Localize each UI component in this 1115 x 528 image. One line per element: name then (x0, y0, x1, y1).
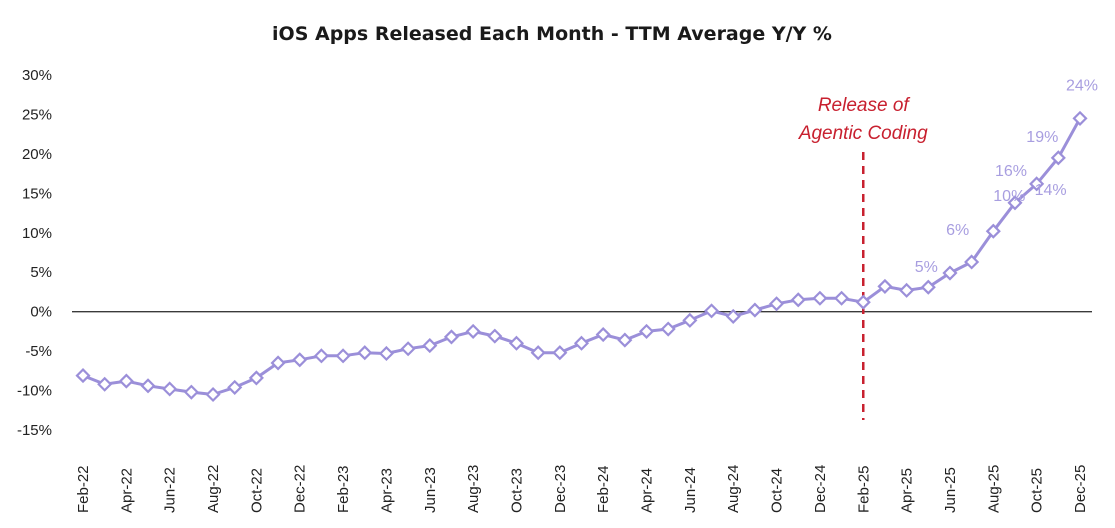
data-point-marker (1050, 150, 1066, 166)
data-point-marker (443, 329, 460, 345)
x-tick-label: Feb-24 (595, 465, 612, 513)
y-tick-label: -10% (17, 383, 52, 400)
x-tick-label: Oct-23 (508, 468, 525, 513)
data-point-marker (942, 265, 958, 281)
x-tick-label: Feb-23 (335, 465, 352, 513)
y-tick-label: 30% (22, 67, 52, 84)
data-point-marker (812, 290, 828, 306)
data-point-marker (270, 355, 286, 371)
data-point-marker (703, 303, 720, 319)
data-point-marker (964, 254, 980, 270)
data-point-marker (899, 282, 915, 298)
y-tick-label: 0% (30, 304, 52, 321)
data-point-marker (855, 294, 871, 310)
data-point-marker (400, 341, 416, 357)
data-point-marker (595, 326, 611, 343)
data-point-marker (985, 223, 1001, 239)
x-tick-label: Feb-22 (75, 465, 92, 513)
data-point-marker (573, 335, 590, 351)
data-point-marker (617, 332, 633, 348)
x-tick-label: Aug-25 (985, 465, 1002, 513)
data-point-marker (248, 370, 264, 386)
data-point-marker (422, 338, 438, 354)
x-tick-label: Jun-22 (162, 467, 179, 513)
y-axis: 30% 25% 20% 15% 10% 5% 0% -5% -10% -15% (17, 67, 52, 439)
y-tick-label: 25% (22, 106, 52, 123)
chart-title: iOS Apps Released Each Month - TTM Avera… (272, 23, 832, 45)
data-point-marker (747, 302, 763, 318)
data-point-marker (790, 292, 806, 308)
x-tick-label: Apr-23 (378, 468, 395, 513)
data-point-marker (660, 321, 676, 337)
series-markers (75, 110, 1088, 403)
data-label: 10% (993, 188, 1025, 205)
data-point-marker (552, 345, 568, 361)
x-tick-label: Dec-22 (292, 465, 309, 513)
x-tick-label: Apr-25 (899, 468, 916, 513)
data-label: 5% (915, 259, 938, 276)
data-point-marker (769, 296, 785, 312)
data-point-marker (97, 376, 113, 392)
data-point-marker (877, 278, 893, 294)
data-label: 24% (1066, 77, 1098, 94)
y-tick-label: -15% (17, 422, 52, 439)
y-tick-label: 15% (22, 185, 52, 202)
x-tick-label: Oct-25 (1029, 468, 1046, 513)
x-tick-label: Oct-22 (248, 468, 265, 513)
data-point-marker (1007, 195, 1023, 211)
data-point-marker (205, 386, 221, 403)
data-point-marker (638, 323, 655, 339)
data-point-marker (313, 348, 329, 364)
x-tick-label: Apr-24 (639, 468, 656, 513)
data-point-marker (118, 373, 134, 389)
data-labels: 5% 6% 10% 16% 14% 19% 24% (915, 77, 1098, 276)
data-label: 14% (1035, 182, 1067, 199)
x-tick-label: Oct-24 (769, 468, 786, 513)
x-tick-label: Apr-22 (118, 468, 135, 513)
x-tick-label: Aug-22 (205, 465, 222, 513)
data-point-marker (162, 381, 178, 397)
data-point-marker (465, 323, 481, 339)
data-point-marker (487, 328, 503, 344)
x-tick-label: Feb-25 (855, 465, 872, 513)
series-line-group (81, 116, 1082, 396)
y-tick-label: 20% (22, 146, 52, 163)
data-point-marker (75, 368, 91, 384)
x-tick-label: Dec-25 (1072, 465, 1089, 513)
data-point-marker (530, 345, 546, 361)
data-label: 16% (995, 163, 1027, 180)
data-point-marker (227, 379, 243, 395)
data-point-marker (292, 352, 308, 368)
data-point-marker (1072, 110, 1088, 126)
data-point-marker (508, 335, 525, 351)
data-point-marker (1029, 176, 1045, 192)
data-point-marker (140, 378, 156, 394)
x-tick-label: Jun-24 (682, 467, 699, 513)
y-tick-label: -5% (25, 343, 52, 360)
data-point-marker (834, 290, 850, 306)
x-tick-label: Dec-24 (812, 465, 829, 513)
x-tick-label: Aug-24 (725, 465, 742, 513)
data-point-marker (183, 384, 199, 400)
data-point-marker (682, 312, 698, 328)
data-point-marker (335, 348, 351, 364)
x-tick-label: Aug-23 (465, 465, 482, 513)
x-tick-label: Jun-23 (422, 467, 439, 513)
data-label: 6% (946, 222, 969, 239)
y-tick-label: 10% (22, 225, 52, 242)
data-label: 19% (1026, 129, 1058, 146)
series-line (81, 116, 1082, 396)
data-point-marker (357, 345, 373, 361)
x-tick-label: Jun-25 (942, 467, 959, 513)
x-axis: Feb-22 Apr-22 Jun-22 Aug-22 Oct-22 Dec-22 Feb-… (75, 465, 1089, 513)
y-tick-label: 5% (30, 264, 52, 281)
data-point-marker (378, 345, 394, 362)
data-point-marker (725, 308, 741, 324)
data-point-marker (920, 279, 936, 295)
x-tick-label: Dec-23 (552, 465, 569, 513)
annotation-text-line2: Agentic Coding (798, 123, 928, 144)
annotation-text-line1: Release of (818, 95, 911, 116)
